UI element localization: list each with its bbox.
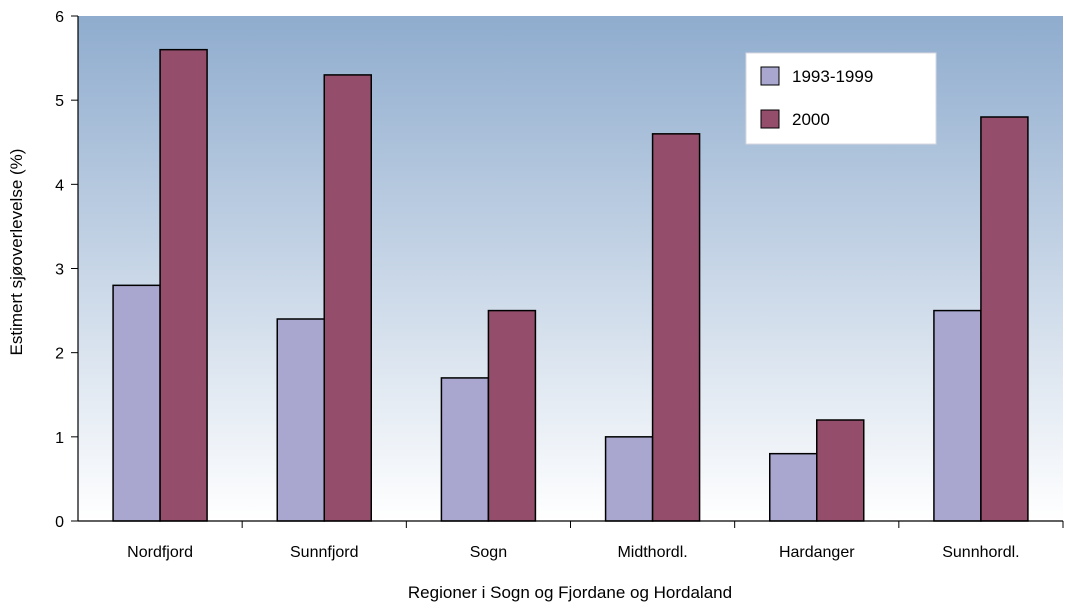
x-tick-label: Sogn xyxy=(470,544,507,561)
y-tick-label: 5 xyxy=(55,93,64,110)
bar-1993-1999-Sogn xyxy=(440,377,490,522)
bar-2000-Hardanger xyxy=(816,419,865,522)
x-tick-label: Nordfjord xyxy=(127,544,193,561)
legend-swatch xyxy=(760,66,780,86)
y-tick-label: 3 xyxy=(55,262,64,279)
y-tick-label: 6 xyxy=(55,9,64,26)
legend-swatch xyxy=(760,109,780,129)
y-tick-label: 0 xyxy=(55,514,64,531)
bar-2000-Sogn xyxy=(487,309,537,522)
legend-label: 2000 xyxy=(792,110,830,129)
legend: 1993-1999 2000 xyxy=(745,52,937,145)
x-axis-title: Regioner i Sogn og Fjordane og Hordaland xyxy=(408,583,732,602)
x-tick-label: Hardanger xyxy=(779,544,855,561)
bar-2000-Sunnhordl. xyxy=(980,116,1029,522)
bar-2000-Nordfjord xyxy=(159,48,208,522)
y-tick-label: 4 xyxy=(55,177,64,194)
legend-label: 1993-1999 xyxy=(792,67,873,86)
y-tick-label: 1 xyxy=(55,430,64,447)
x-tick-label: Midthordl. xyxy=(617,544,687,561)
axes: Nordfjord Sunnfjord Sogn Midthordl. Hardange… xyxy=(55,9,1064,561)
y-axis-title: Estimert sjøoverlevelse (%) xyxy=(7,149,26,356)
bar-2000-Sunnfjord xyxy=(323,74,372,522)
x-tick-label: Sunnhordl. xyxy=(942,544,1019,561)
bar-1993-1999-Nordfjord xyxy=(112,284,161,522)
bar-1993-1999-Hardanger xyxy=(769,452,818,522)
y-tick-label: 2 xyxy=(55,346,64,363)
bar-1993-1999-Sunnhordl. xyxy=(933,309,982,522)
bar-1993-1999-Sunnfjord xyxy=(276,318,325,522)
bar-1993-1999-Midthordl. xyxy=(604,436,654,522)
x-tick-label: Sunnfjord xyxy=(290,544,359,561)
bars xyxy=(112,48,1029,522)
bar-2000-Midthordl. xyxy=(651,133,701,522)
